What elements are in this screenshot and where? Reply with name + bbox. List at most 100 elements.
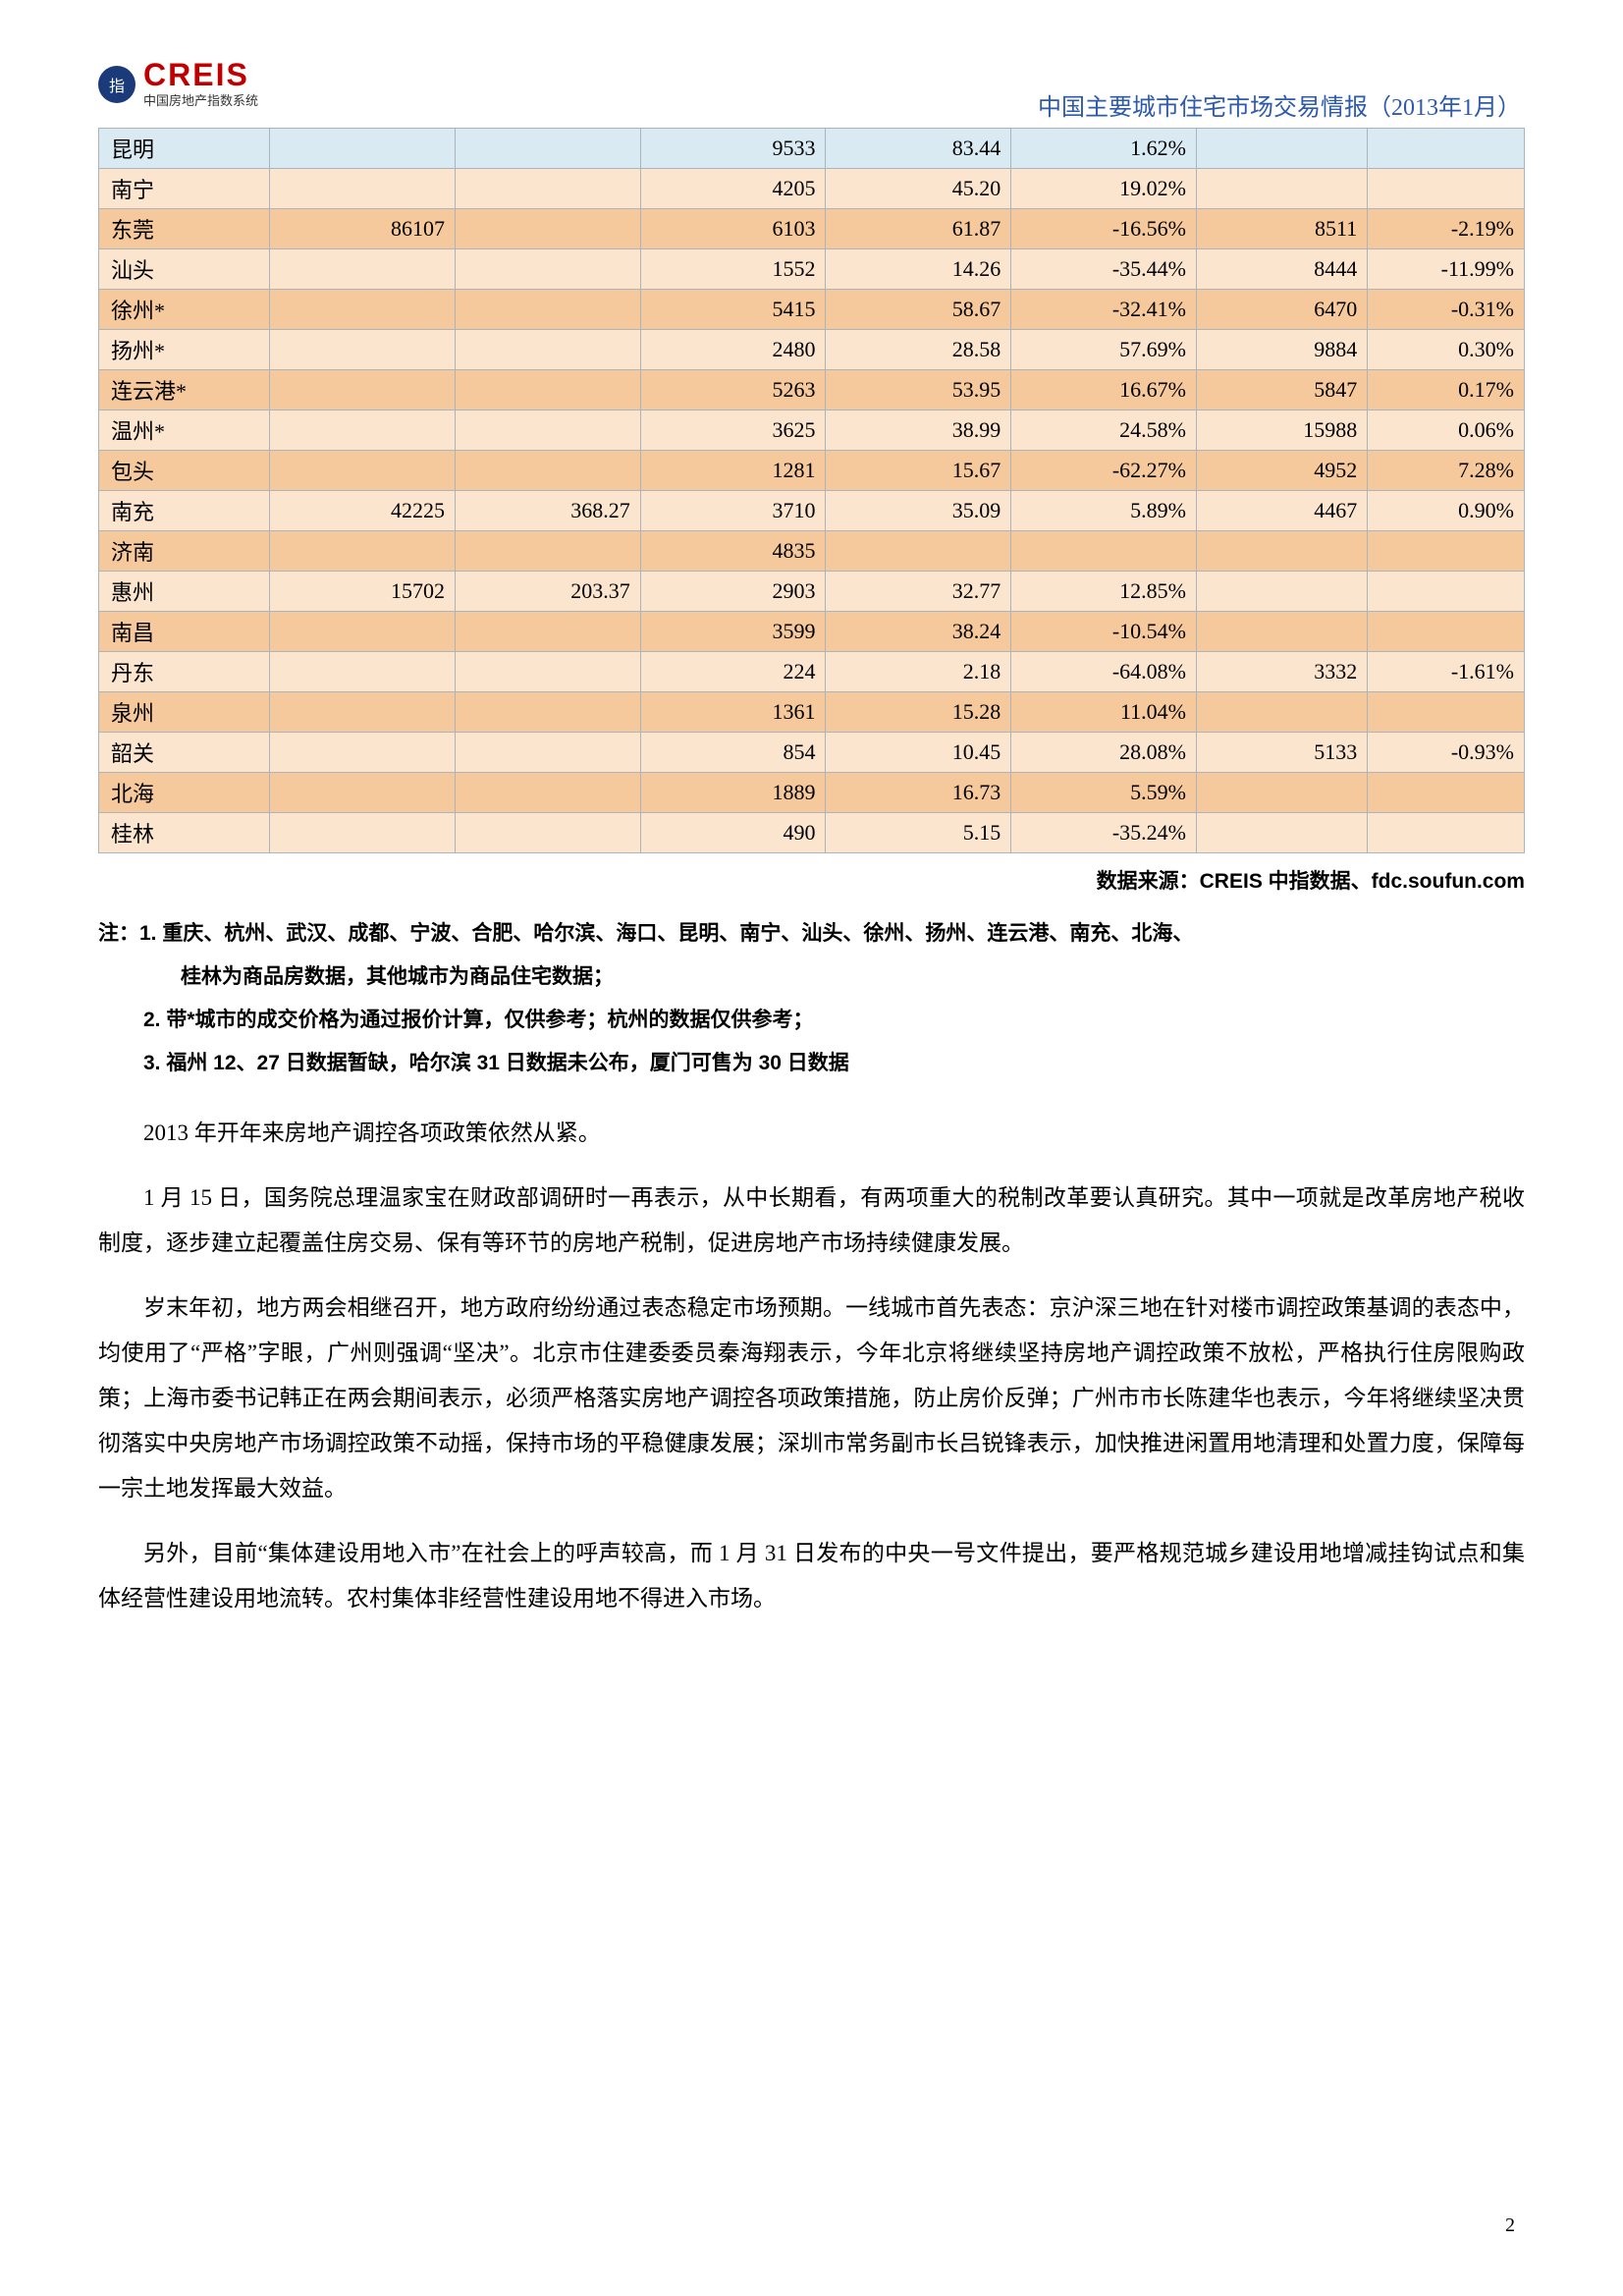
paragraph-2: 1 月 15 日，国务院总理温家宝在财政部调研时一再表示，从中长期看，有两项重大… bbox=[98, 1175, 1525, 1266]
data-cell bbox=[270, 652, 456, 692]
city-cell: 南充 bbox=[99, 491, 270, 531]
city-cell: 南宁 bbox=[99, 169, 270, 209]
data-cell: 9533 bbox=[640, 129, 826, 169]
data-cell: 5133 bbox=[1196, 733, 1367, 773]
city-cell: 惠州 bbox=[99, 572, 270, 612]
data-cell: 86107 bbox=[270, 209, 456, 249]
data-cell: 2903 bbox=[640, 572, 826, 612]
data-cell: 57.69% bbox=[1011, 330, 1197, 370]
data-cell: 0.06% bbox=[1368, 410, 1525, 451]
data-cell bbox=[270, 733, 456, 773]
table-row: 昆明 953383.441.62% bbox=[99, 129, 1525, 169]
data-cell: 6103 bbox=[640, 209, 826, 249]
data-cell bbox=[270, 773, 456, 813]
data-cell: 1361 bbox=[640, 692, 826, 733]
data-cell bbox=[270, 169, 456, 209]
table-row: 南昌359938.24-10.54% bbox=[99, 612, 1525, 652]
data-cell: -10.54% bbox=[1011, 612, 1197, 652]
data-cell: -1.61% bbox=[1368, 652, 1525, 692]
data-cell: 24.58% bbox=[1011, 410, 1197, 451]
table-row: 泉州136115.2811.04% bbox=[99, 692, 1525, 733]
data-cell: -0.93% bbox=[1368, 733, 1525, 773]
data-cell bbox=[1196, 129, 1367, 169]
data-cell: 14.26 bbox=[826, 249, 1011, 290]
table-row: 桂林4905.15-35.24% bbox=[99, 813, 1525, 853]
data-cell: 1.62% bbox=[1011, 129, 1197, 169]
data-cell: -35.24% bbox=[1011, 813, 1197, 853]
data-cell: 15.67 bbox=[826, 451, 1011, 491]
data-cell: 0.17% bbox=[1368, 370, 1525, 410]
data-cell bbox=[1196, 773, 1367, 813]
table-row: 南充42225368.27371035.095.89%44670.90% bbox=[99, 491, 1525, 531]
data-cell bbox=[1368, 129, 1525, 169]
data-cell bbox=[455, 330, 640, 370]
data-cell bbox=[270, 370, 456, 410]
data-cell bbox=[270, 330, 456, 370]
data-cell: 12.85% bbox=[1011, 572, 1197, 612]
data-cell bbox=[270, 813, 456, 853]
city-cell: 北海 bbox=[99, 773, 270, 813]
data-cell: 7.28% bbox=[1368, 451, 1525, 491]
data-cell bbox=[826, 531, 1011, 572]
data-cell bbox=[1368, 531, 1525, 572]
data-cell: 15702 bbox=[270, 572, 456, 612]
data-cell bbox=[455, 209, 640, 249]
data-cell: 38.99 bbox=[826, 410, 1011, 451]
data-cell: 19.02% bbox=[1011, 169, 1197, 209]
city-cell: 昆明 bbox=[99, 129, 270, 169]
city-cell: 韶关 bbox=[99, 733, 270, 773]
data-cell: 15.28 bbox=[826, 692, 1011, 733]
data-cell bbox=[455, 290, 640, 330]
data-cell: 16.67% bbox=[1011, 370, 1197, 410]
data-cell: -0.31% bbox=[1368, 290, 1525, 330]
data-cell: 83.44 bbox=[826, 129, 1011, 169]
data-cell bbox=[270, 290, 456, 330]
data-cell: 3599 bbox=[640, 612, 826, 652]
data-cell bbox=[270, 451, 456, 491]
data-cell bbox=[1368, 813, 1525, 853]
data-cell: 9884 bbox=[1196, 330, 1367, 370]
data-cell: 38.24 bbox=[826, 612, 1011, 652]
data-cell bbox=[1011, 531, 1197, 572]
data-cell: 1552 bbox=[640, 249, 826, 290]
table-row: 东莞86107610361.87-16.56%8511-2.19% bbox=[99, 209, 1525, 249]
table-row: 韶关85410.4528.08%5133-0.93% bbox=[99, 733, 1525, 773]
data-cell: -62.27% bbox=[1011, 451, 1197, 491]
data-cell bbox=[1196, 813, 1367, 853]
table-row: 汕头155214.26-35.44%8444-11.99% bbox=[99, 249, 1525, 290]
page-number: 2 bbox=[1505, 2214, 1515, 2237]
data-cell: 58.67 bbox=[826, 290, 1011, 330]
table-row: 扬州*248028.5857.69%98840.30% bbox=[99, 330, 1525, 370]
data-cell: 4467 bbox=[1196, 491, 1367, 531]
data-cell: 10.45 bbox=[826, 733, 1011, 773]
data-cell bbox=[455, 410, 640, 451]
data-cell: 2480 bbox=[640, 330, 826, 370]
data-cell bbox=[270, 612, 456, 652]
city-cell: 温州* bbox=[99, 410, 270, 451]
data-cell bbox=[1368, 169, 1525, 209]
data-cell: 32.77 bbox=[826, 572, 1011, 612]
city-cell: 泉州 bbox=[99, 692, 270, 733]
data-cell: 3625 bbox=[640, 410, 826, 451]
city-cell: 扬州* bbox=[99, 330, 270, 370]
data-cell: 0.90% bbox=[1368, 491, 1525, 531]
data-cell: 4952 bbox=[1196, 451, 1367, 491]
data-cell: 5.89% bbox=[1011, 491, 1197, 531]
data-cell bbox=[1368, 572, 1525, 612]
city-cell: 济南 bbox=[99, 531, 270, 572]
table-row: 温州*362538.9924.58%159880.06% bbox=[99, 410, 1525, 451]
data-cell: 28.58 bbox=[826, 330, 1011, 370]
data-cell: 6470 bbox=[1196, 290, 1367, 330]
data-source: 数据来源：CREIS 中指数据、fdc.soufun.com bbox=[98, 865, 1525, 895]
data-cell: 5415 bbox=[640, 290, 826, 330]
data-cell: -2.19% bbox=[1368, 209, 1525, 249]
data-cell: 5.59% bbox=[1011, 773, 1197, 813]
logo-badge-icon bbox=[98, 66, 135, 103]
city-data-table: 昆明953383.441.62%南宁420545.2019.02%东莞86107… bbox=[98, 128, 1525, 853]
note-1a: 注：1. 重庆、杭州、武汉、成都、宁波、合肥、哈尔滨、海口、昆明、南宁、汕头、徐… bbox=[98, 922, 1193, 945]
city-cell: 徐州* bbox=[99, 290, 270, 330]
document-title: 中国主要城市住宅市场交易情报（2013年1月） bbox=[98, 87, 1525, 122]
data-cell: 203.37 bbox=[455, 572, 640, 612]
table-row: 包头128115.67-62.27%49527.28% bbox=[99, 451, 1525, 491]
table-row: 南宁420545.2019.02% bbox=[99, 169, 1525, 209]
